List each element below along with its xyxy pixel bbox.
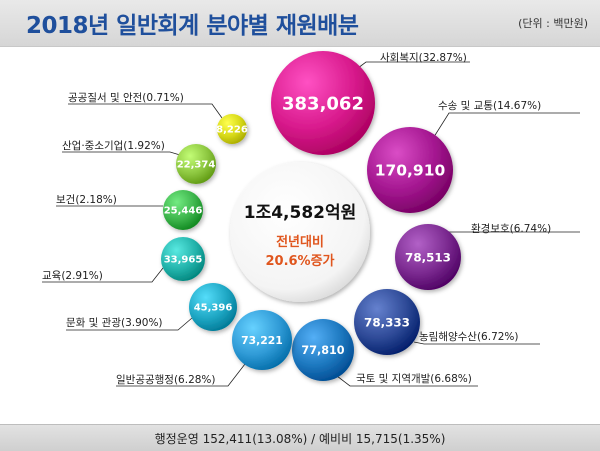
bubble-value: 383,062 bbox=[282, 93, 364, 114]
bubble-label: 일반공공행정(6.28%) bbox=[116, 373, 216, 386]
bubble-value: 78,333 bbox=[364, 315, 410, 329]
leader-line bbox=[68, 103, 223, 119]
bubble-value: 22,374 bbox=[177, 160, 216, 171]
bubble-value: 45,396 bbox=[194, 303, 233, 314]
leader-line bbox=[116, 363, 246, 387]
bubble bbox=[354, 289, 420, 355]
bubble bbox=[292, 319, 354, 381]
bubble-label: 공공질서 및 안전(0.71%) bbox=[68, 92, 184, 104]
leader-line bbox=[66, 317, 193, 331]
bubble-value: 73,221 bbox=[241, 334, 283, 347]
bubble-value: 8,226 bbox=[216, 125, 248, 136]
page-title: 2018년 일반회계 분야별 재원배분 bbox=[26, 13, 359, 39]
bubble bbox=[163, 190, 203, 230]
bubble bbox=[189, 283, 237, 331]
bubble-label: 문화 및 관광(3.90%) bbox=[66, 317, 163, 329]
bubble-label: 환경보호(6.74%) bbox=[471, 222, 551, 235]
footer-note: 행정운영 152,411(13.08%) / 예비비 15,715(1.35%) bbox=[154, 432, 446, 446]
center-change-value: 20.6%증가 bbox=[265, 254, 334, 269]
bubble bbox=[161, 237, 205, 281]
leader-line bbox=[42, 267, 164, 283]
bubble-label: 사회복지(32.87%) bbox=[380, 52, 467, 64]
bubble-value: 33,965 bbox=[164, 255, 203, 266]
bubble-label: 산업·중소기업(1.92%) bbox=[62, 139, 165, 152]
bubble-label: 보건(2.18%) bbox=[56, 194, 117, 206]
leader-line bbox=[62, 151, 181, 156]
bubble bbox=[367, 127, 453, 213]
leader-line bbox=[431, 112, 580, 141]
bubble-label: 수송 및 교통(14.67%) bbox=[438, 100, 541, 112]
center-summary: 1조4,582억원 전년대비 20.6%증가 bbox=[230, 162, 370, 302]
header-bar: 2018년 일반회계 분야별 재원배분 (단위 : 백만원) bbox=[0, 0, 600, 47]
center-total: 1조4,582억원 bbox=[244, 203, 357, 223]
bubble-label: 국토 및 지역개발(6.68%) bbox=[356, 373, 472, 385]
bubble-label: 농림해양수산(6.72%) bbox=[419, 330, 519, 343]
footer-bar: 행정운영 152,411(13.08%) / 예비비 15,715(1.35%) bbox=[0, 424, 600, 451]
bubble-value: 77,810 bbox=[301, 344, 344, 357]
leader-line bbox=[413, 341, 540, 345]
center-change-label: 전년대비 bbox=[276, 234, 324, 250]
bubble bbox=[271, 51, 375, 155]
bubble-label: 교육(2.91%) bbox=[42, 270, 103, 282]
bubble bbox=[232, 310, 292, 370]
unit-note: (단위 : 백만원) bbox=[518, 17, 588, 30]
leader-line bbox=[336, 375, 478, 387]
bubble bbox=[176, 144, 216, 184]
center-circle bbox=[230, 162, 370, 302]
bubble bbox=[395, 224, 461, 290]
bubble bbox=[217, 114, 247, 144]
bubble-value: 170,910 bbox=[375, 162, 446, 180]
bubble-value: 78,513 bbox=[405, 250, 451, 264]
bubble-value: 25,446 bbox=[164, 206, 203, 217]
